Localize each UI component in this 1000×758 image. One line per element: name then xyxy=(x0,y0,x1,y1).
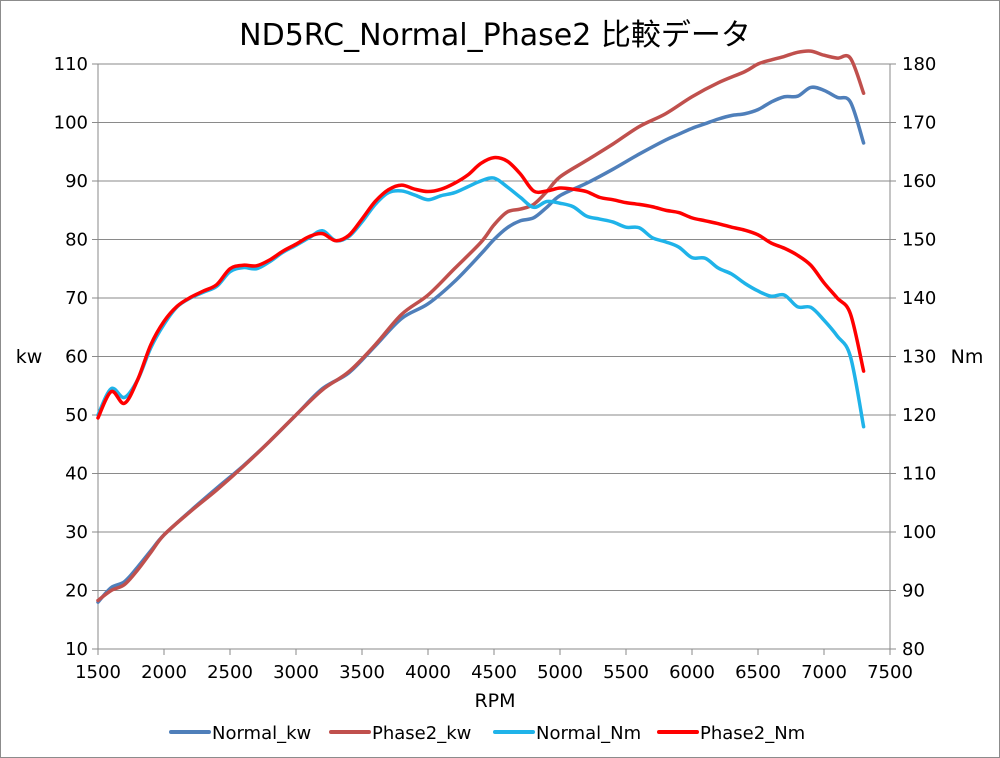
y-right-tick-label: 130 xyxy=(902,347,936,368)
y-right-tick-label: 90 xyxy=(902,581,925,602)
x-axis-label: RPM xyxy=(474,690,515,712)
x-tick-label: 3000 xyxy=(273,662,319,683)
legend-label: Phase2_Nm xyxy=(700,723,805,744)
axes xyxy=(92,64,896,655)
y-left-tick-label: 30 xyxy=(65,522,88,543)
y-left-tick-label: 90 xyxy=(65,171,88,192)
x-tick-label: 3500 xyxy=(339,662,385,683)
legend-label: Phase2_kw xyxy=(372,723,471,744)
x-tick-labels: 1500 2000 2500 3000 3500 4000 4500 5000 5500 6000… xyxy=(75,662,913,683)
y-right-tick-label: 160 xyxy=(902,171,936,192)
y-left-tick-label: 100 xyxy=(54,113,88,134)
y-right-tick-label: 120 xyxy=(902,405,936,426)
y-left-tick-label: 10 xyxy=(65,639,88,660)
series-lines xyxy=(98,51,864,602)
y-right-tick-label: 100 xyxy=(902,522,936,543)
y-left-tick-label: 50 xyxy=(65,405,88,426)
legend-label: Normal_kw xyxy=(212,723,311,744)
x-tick-label: 7500 xyxy=(867,662,913,683)
y-left-tick-label: 80 xyxy=(65,230,88,251)
y-left-tick-label: 70 xyxy=(65,288,88,309)
x-tick-label: 5000 xyxy=(537,662,583,683)
legend: Normal_kw Phase2_kw Normal_Nm Phase2_Nm xyxy=(171,723,805,744)
y-right-tick-label: 110 xyxy=(902,464,936,485)
y-right-tick-label: 140 xyxy=(902,288,936,309)
x-tick-label: 4000 xyxy=(405,662,451,683)
y-left-tick-label: 60 xyxy=(65,347,88,368)
series-line-phase2-kw xyxy=(98,51,864,600)
y-left-tick-label: 110 xyxy=(54,54,88,75)
y-right-tick-labels: 80 90 100 110 120 130 140 150 160 170 180 xyxy=(902,54,936,660)
legend-label: Normal_Nm xyxy=(536,723,641,744)
chart-svg: ND5RC_Normal_Phase2 比較データ 1500 2000 2500 30… xyxy=(1,1,999,757)
x-tick-label: 2000 xyxy=(141,662,187,683)
x-tick-label: 2500 xyxy=(207,662,253,683)
x-tick-label: 6000 xyxy=(669,662,715,683)
x-tick-label: 6500 xyxy=(735,662,781,683)
y-left-axis-label: kw xyxy=(16,346,43,368)
y-right-tick-label: 80 xyxy=(902,639,925,660)
y-left-tick-label: 40 xyxy=(65,464,88,485)
x-tick-label: 4500 xyxy=(471,662,517,683)
y-right-tick-label: 170 xyxy=(902,113,936,134)
y-right-tick-label: 180 xyxy=(902,54,936,75)
x-tick-label: 1500 xyxy=(75,662,121,683)
chart-title: ND5RC_Normal_Phase2 比較データ xyxy=(239,18,751,53)
series-line-normal-nm xyxy=(98,178,864,427)
y-right-axis-label: Nm xyxy=(951,346,984,368)
x-tick-label: 7000 xyxy=(801,662,847,683)
y-left-tick-label: 20 xyxy=(65,581,88,602)
y-left-tick-labels: 10 20 30 40 50 60 70 80 90 100 110 xyxy=(54,54,88,660)
x-tick-label: 5500 xyxy=(603,662,649,683)
chart-frame: ND5RC_Normal_Phase2 比較データ 1500 2000 2500 30… xyxy=(0,0,1000,758)
gridlines xyxy=(98,64,890,649)
y-right-tick-label: 150 xyxy=(902,230,936,251)
